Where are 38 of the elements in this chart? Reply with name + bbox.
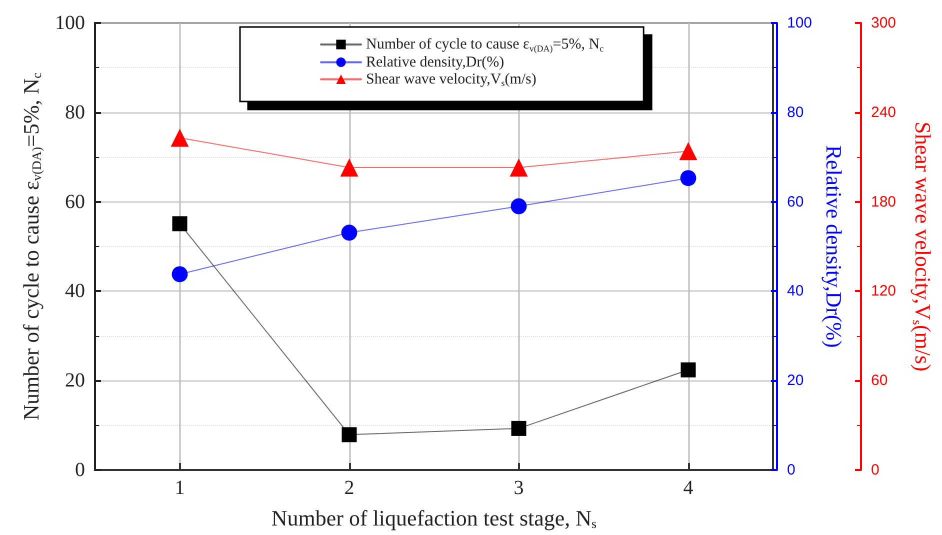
point bbox=[340, 158, 358, 177]
y3-tick-label: 300 bbox=[871, 14, 896, 32]
point bbox=[341, 224, 358, 241]
y3-axis-title: Shear wave velocity,Vs(m/s) bbox=[910, 122, 936, 372]
point bbox=[342, 427, 357, 442]
y-tick-label: 40 bbox=[65, 280, 85, 302]
y2-tick-label: 80 bbox=[787, 104, 804, 121]
point bbox=[510, 158, 528, 177]
point bbox=[679, 142, 698, 160]
y-tick-label: 20 bbox=[65, 370, 85, 392]
y3-tick-label: 120 bbox=[871, 282, 896, 300]
y2-tick-label: 20 bbox=[787, 372, 804, 390]
point bbox=[170, 128, 189, 147]
y2-tick-label: 40 bbox=[787, 282, 804, 300]
y-tick-label: 60 bbox=[65, 190, 85, 213]
point bbox=[680, 170, 696, 186]
y-axis-title: Number of cycle to cause εv(DA)=5%, Nc bbox=[18, 72, 44, 420]
point bbox=[172, 266, 188, 282]
y2-axis-title: Relative density,Dr(%) bbox=[821, 145, 846, 348]
x-tick-label: 3 bbox=[514, 477, 524, 499]
legend-label: Relative density,Dr(%) bbox=[366, 54, 504, 70]
y2-tick-label: 0 bbox=[787, 462, 796, 478]
x-tick-label: 2 bbox=[344, 477, 354, 499]
y-tick-label: 100 bbox=[55, 12, 85, 34]
y2-tick-label: 60 bbox=[787, 193, 804, 210]
point bbox=[680, 362, 696, 378]
point bbox=[172, 216, 188, 232]
y3-tick-label: 60 bbox=[871, 372, 888, 390]
y3-tick-label: 180 bbox=[871, 193, 896, 210]
y3-tick-label: 0 bbox=[871, 462, 880, 478]
point bbox=[511, 420, 526, 436]
y-tick-label: 80 bbox=[65, 101, 85, 124]
x-tick-label: 4 bbox=[683, 477, 694, 499]
y2-tick-label: 100 bbox=[787, 14, 812, 32]
x-tick-label: 1 bbox=[174, 477, 185, 499]
y3-tick-label: 240 bbox=[871, 104, 896, 121]
y-tick-label: 0 bbox=[75, 459, 85, 481]
point bbox=[510, 198, 527, 214]
